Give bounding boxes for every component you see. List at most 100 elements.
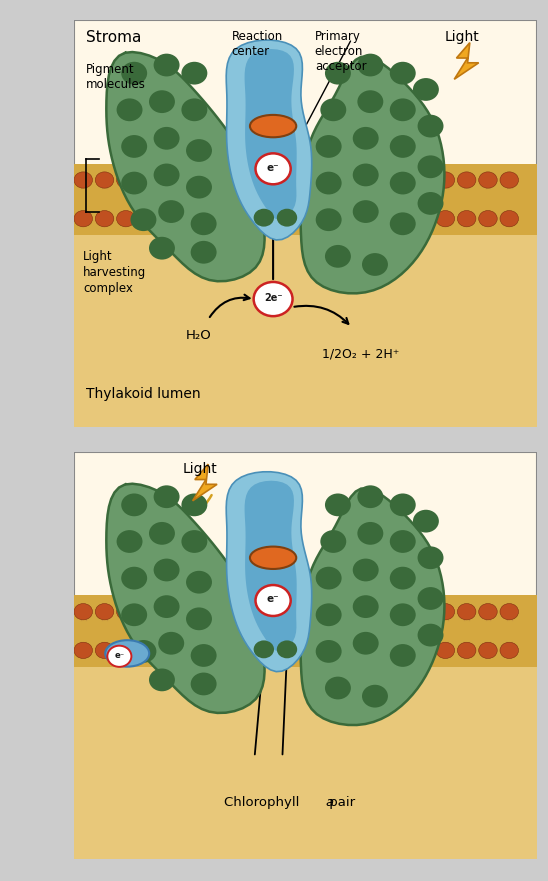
Circle shape [372, 172, 391, 189]
Circle shape [117, 211, 135, 226]
Polygon shape [74, 667, 537, 859]
Text: Pigment
molecules: Pigment molecules [85, 63, 145, 91]
Circle shape [186, 139, 212, 162]
Circle shape [418, 624, 443, 647]
Circle shape [287, 172, 306, 189]
Circle shape [277, 209, 297, 226]
Circle shape [138, 603, 156, 620]
Circle shape [149, 669, 175, 692]
Polygon shape [106, 52, 265, 281]
Text: H₂O: H₂O [186, 329, 212, 342]
Circle shape [353, 127, 379, 150]
Polygon shape [300, 56, 444, 293]
Circle shape [153, 164, 180, 186]
Circle shape [372, 211, 391, 226]
Text: Primary
electron
acceptor: Primary electron acceptor [315, 31, 367, 73]
Circle shape [191, 212, 216, 235]
Circle shape [95, 211, 114, 226]
Ellipse shape [250, 546, 296, 569]
Circle shape [159, 603, 178, 620]
Circle shape [500, 642, 518, 658]
Circle shape [351, 172, 369, 189]
Circle shape [353, 632, 379, 655]
Circle shape [325, 245, 351, 268]
Circle shape [223, 211, 242, 226]
Text: e⁻: e⁻ [267, 595, 279, 604]
Text: e⁻: e⁻ [267, 163, 279, 173]
Circle shape [180, 172, 199, 189]
Circle shape [321, 99, 346, 122]
Polygon shape [74, 20, 537, 427]
Circle shape [153, 559, 180, 581]
Circle shape [130, 208, 156, 231]
Circle shape [316, 208, 341, 231]
Circle shape [74, 603, 93, 620]
Circle shape [186, 571, 212, 594]
Circle shape [159, 211, 178, 226]
Circle shape [479, 642, 497, 658]
Circle shape [500, 172, 518, 189]
Circle shape [353, 200, 379, 223]
Circle shape [357, 485, 383, 508]
Circle shape [138, 211, 156, 226]
Circle shape [415, 642, 433, 658]
Circle shape [500, 603, 518, 620]
Circle shape [153, 54, 180, 77]
Circle shape [287, 211, 306, 226]
Text: Stroma: Stroma [85, 31, 141, 46]
Circle shape [372, 603, 391, 620]
Circle shape [180, 211, 199, 226]
Circle shape [353, 164, 379, 186]
Ellipse shape [105, 640, 149, 667]
Circle shape [393, 642, 412, 658]
Text: Light: Light [444, 31, 479, 44]
Circle shape [415, 172, 433, 189]
Circle shape [357, 54, 383, 77]
Circle shape [254, 282, 293, 316]
Circle shape [244, 603, 263, 620]
Circle shape [149, 90, 175, 113]
Circle shape [390, 644, 416, 667]
Circle shape [390, 603, 416, 626]
Circle shape [353, 596, 379, 618]
Polygon shape [454, 42, 479, 79]
Text: 2e⁻: 2e⁻ [264, 292, 282, 303]
Circle shape [436, 642, 455, 658]
Text: a: a [325, 796, 333, 809]
Circle shape [181, 530, 207, 553]
Circle shape [436, 603, 455, 620]
Polygon shape [74, 235, 537, 427]
Circle shape [121, 493, 147, 516]
Circle shape [458, 172, 476, 189]
Circle shape [149, 522, 175, 544]
Circle shape [309, 211, 327, 226]
Circle shape [316, 135, 341, 158]
Circle shape [255, 153, 290, 184]
Circle shape [153, 596, 180, 618]
Circle shape [244, 211, 263, 226]
Text: Light
harvesting
complex: Light harvesting complex [83, 250, 146, 295]
Circle shape [436, 172, 455, 189]
Circle shape [351, 211, 369, 226]
Circle shape [325, 62, 351, 85]
Circle shape [266, 603, 284, 620]
Circle shape [325, 677, 351, 700]
Circle shape [121, 566, 147, 589]
Circle shape [329, 603, 348, 620]
Circle shape [390, 212, 416, 235]
Text: Chlorophyll: Chlorophyll [225, 796, 304, 809]
Circle shape [351, 642, 369, 658]
Circle shape [181, 99, 207, 122]
Circle shape [121, 135, 147, 158]
Circle shape [159, 172, 178, 189]
Circle shape [202, 172, 220, 189]
Polygon shape [244, 49, 296, 219]
Circle shape [186, 175, 212, 198]
Circle shape [266, 642, 284, 658]
Circle shape [393, 172, 412, 189]
Polygon shape [244, 481, 296, 651]
Circle shape [138, 642, 156, 658]
Polygon shape [106, 484, 265, 713]
Circle shape [390, 135, 416, 158]
Circle shape [158, 632, 184, 655]
